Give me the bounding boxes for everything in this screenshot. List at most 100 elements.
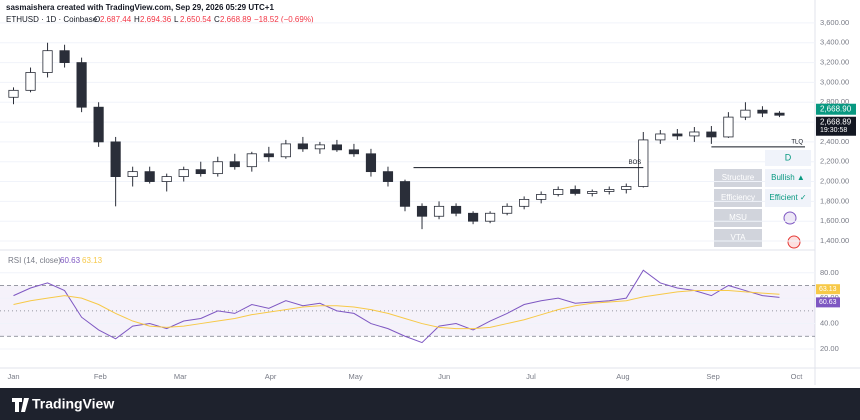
candle-body — [570, 189, 581, 194]
candle-body — [655, 133, 666, 141]
candle-body — [468, 212, 479, 222]
series-line — [13, 290, 780, 330]
x-tick-label: Sep — [706, 372, 719, 381]
candle-body — [433, 205, 445, 217]
x-tick-label: Jan — [7, 372, 19, 381]
candle-body — [178, 169, 189, 177]
candle-body — [485, 212, 496, 222]
band-fill — [0, 285, 815, 337]
level-label: TLQ — [791, 139, 803, 145]
footer-bar — [0, 388, 860, 420]
table-cell — [714, 229, 762, 247]
candle-body — [638, 139, 649, 187]
candle-body — [212, 161, 223, 175]
legend-text: 2,694.36 — [140, 15, 172, 24]
candle-body — [127, 171, 138, 177]
legend-text: 2,650.54 — [180, 15, 212, 24]
candle-body — [536, 194, 547, 200]
candle-body — [144, 171, 155, 182]
legend-text: 2,668.89 — [220, 15, 252, 24]
legend-text: H — [134, 15, 140, 24]
y-tick-label: 2,400.00 — [820, 137, 849, 146]
table-cell — [714, 209, 762, 227]
y-tick-label: 1,400.00 — [820, 236, 849, 245]
candle-body — [8, 89, 19, 98]
candle-body — [314, 144, 325, 150]
rsi-title: RSI (14, close) — [8, 256, 61, 265]
y-tick-label: 2,000.00 — [820, 177, 849, 186]
y-tick-label: 40.00 — [820, 319, 839, 328]
x-tick-label: Jul — [526, 372, 536, 381]
candle-body — [331, 144, 342, 151]
rsi-value: 60.63 — [60, 256, 81, 265]
candle-body — [42, 50, 53, 73]
table-timeframe: D — [785, 152, 792, 162]
y-tick-label: 80.00 — [820, 268, 839, 277]
value-label-bg — [816, 297, 840, 308]
x-tick-label: Feb — [94, 372, 107, 381]
candle-body — [450, 205, 462, 214]
candle-body — [723, 116, 734, 138]
value-label-bg — [816, 284, 840, 295]
table-cell — [765, 189, 811, 207]
candle-body — [76, 62, 87, 108]
icon — [783, 211, 797, 225]
candle-body — [246, 153, 257, 168]
x-tick-label: Jun — [438, 372, 450, 381]
candle-body — [774, 112, 785, 116]
candle-body — [25, 72, 36, 91]
footer-logo: TradingView — [32, 396, 114, 412]
candle-body — [297, 143, 308, 150]
table-value: Efficient ✓ — [769, 193, 806, 202]
candle-body — [348, 149, 360, 155]
series-line — [13, 269, 780, 344]
legend-text: 2,687.44 — [100, 15, 132, 24]
price-label-bg — [816, 103, 856, 115]
table-label: MSU — [729, 213, 747, 222]
level-label: BOS — [629, 160, 642, 166]
candle-body — [672, 133, 683, 137]
candle-body — [689, 131, 700, 137]
value-label: 60.63 — [819, 299, 837, 306]
candle-body — [365, 153, 377, 173]
candle-body — [519, 198, 530, 207]
candle-body — [587, 191, 598, 194]
candle-body — [195, 169, 206, 175]
y-tick-label: 3,000.00 — [820, 77, 849, 86]
logo-mark — [12, 398, 29, 412]
table-cell — [765, 169, 811, 187]
price-label-bg — [816, 116, 856, 136]
header: sasmaishera created with TradingView.com… — [6, 3, 274, 12]
table-value: Bullish ▲ — [771, 173, 805, 182]
rsi-ma-value: 63.13 — [82, 256, 103, 265]
x-tick-label: May — [349, 372, 363, 381]
candle-body — [93, 106, 104, 143]
candle-body — [740, 109, 751, 118]
candle-body — [161, 176, 172, 182]
y-tick-label: 20.00 — [820, 344, 839, 353]
table-label: VTA — [731, 233, 747, 242]
legend-text: ETHUSD · 1D · Coinbase — [6, 15, 98, 24]
y-tick-label: 3,200.00 — [820, 58, 849, 67]
candle-body — [229, 161, 240, 168]
x-tick-label: Apr — [265, 372, 277, 381]
y-tick-label: 2,800.00 — [820, 97, 849, 106]
y-tick-label: 1,600.00 — [820, 216, 849, 225]
x-tick-label: Aug — [616, 372, 629, 381]
table-label: Efficiency — [721, 193, 755, 202]
legend-text: L — [174, 15, 179, 24]
y-tick-label: 3,400.00 — [820, 38, 849, 47]
value-label: 63.13 — [819, 286, 837, 293]
table-cell — [714, 189, 762, 207]
candle-body — [110, 141, 121, 177]
candle-body — [59, 50, 70, 63]
table-cell — [714, 169, 762, 187]
candle-body — [382, 171, 394, 182]
candle-body — [706, 131, 717, 138]
candle-body — [280, 143, 291, 158]
legend-text: O — [94, 15, 100, 24]
candle-body — [502, 205, 513, 214]
candle-body — [263, 153, 274, 158]
